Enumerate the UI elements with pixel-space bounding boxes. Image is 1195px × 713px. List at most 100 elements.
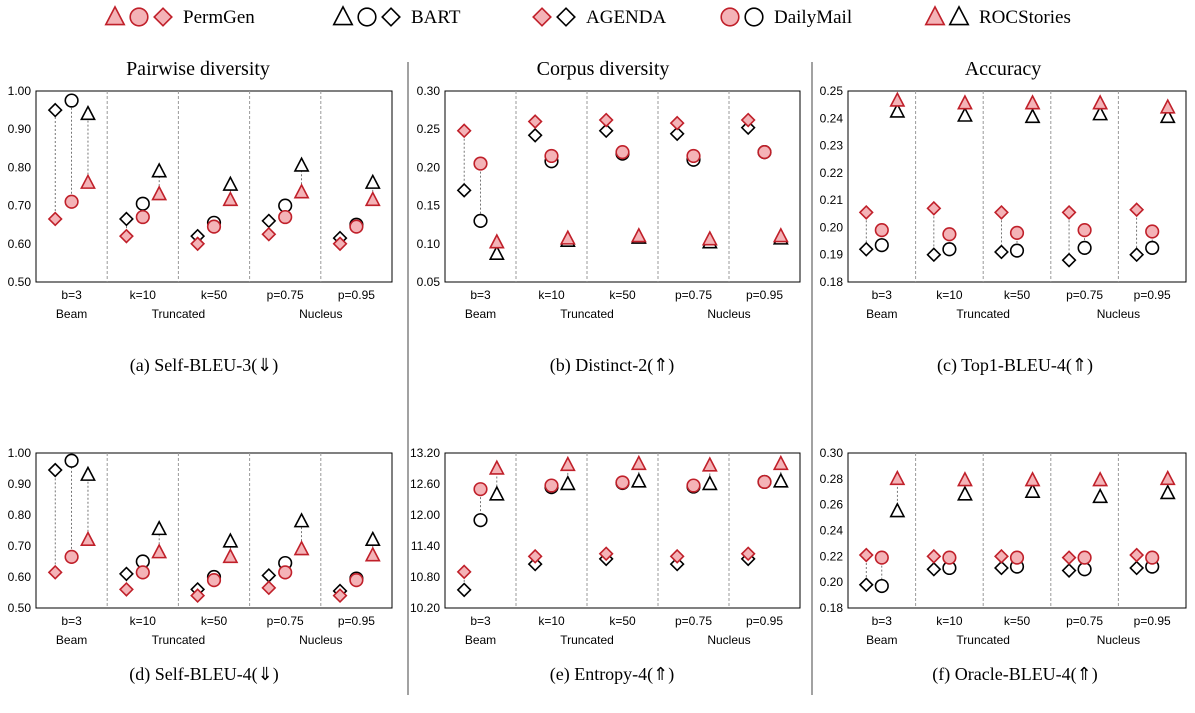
permgen-rocstories-point [1024,94,1041,110]
y-tick-label: 1.00 [8,446,32,460]
permgen-agenda-point [669,548,685,564]
permgen-agenda-point [118,581,134,597]
permgen-rocstories-point [222,190,239,207]
bart-rocstories-point [957,106,973,122]
x-tick-label: k=10 [538,614,565,628]
group-label: Beam [56,633,87,647]
permgen-rocstories-point [772,454,789,471]
permgen-dailymail-point [686,148,701,164]
y-tick-label: 12.00 [410,508,440,522]
permgen-rocstories-point [1159,98,1176,114]
x-tick-label: k=10 [936,614,963,628]
permgen-dailymail-point [473,156,488,171]
permgen-dailymail-point [349,219,364,234]
permgen-rocstories-point [559,455,576,472]
bart-rocstories-point [772,472,789,488]
bart-rocstories-point [701,475,718,491]
permgen-rocstories-point [364,190,381,207]
x-tick-label: p=0.95 [746,614,783,628]
y-tick-label: 0.80 [8,508,32,522]
bart-rocstories-point [1092,487,1109,504]
group-label: Nucleus [1097,307,1140,321]
permgen-dailymail-point [874,223,889,238]
bart-rocstories-point [293,512,310,528]
x-tick-label: p=0.95 [1134,614,1171,628]
group-label: Beam [56,307,87,321]
y-tick-label: 0.50 [8,601,32,615]
y-tick-label: 0.26 [820,498,844,512]
column-title: Accuracy [965,58,1042,80]
y-tick-label: 12.60 [410,477,440,491]
permgen-dailymail-point [757,145,772,160]
legend-triangle-icon [104,5,126,26]
panel-caption: (a) Self-BLEU-3(⇓) [130,355,279,376]
x-tick-label: p=0.75 [675,288,712,302]
bart-rocstories-point [1159,484,1176,500]
bart-agenda-point [456,182,472,198]
bart-agenda-point [669,126,685,142]
plot-frame [847,90,1187,283]
legend-circle-icon [357,7,377,27]
group-label: Nucleus [1097,633,1140,647]
x-tick-label: k=50 [201,288,228,302]
legend-label: DailyMail [774,7,852,28]
x-tick-label: b=3 [872,614,893,628]
y-tick-label: 13.20 [410,446,440,460]
permgen-agenda-point [456,123,472,139]
group-label: Truncated [956,633,1010,647]
permgen-agenda-point [926,200,942,216]
x-tick-label: k=50 [609,614,636,628]
column-title: Corpus diversity [537,58,670,80]
bart-agenda-point [1061,563,1077,578]
legend-triangle-icon [924,5,946,26]
plot-frame [847,452,1187,609]
legend-item: BART [332,5,461,28]
y-tick-label: 0.25 [417,122,441,136]
panel-caption: (e) Entropy-4(⇑) [550,664,675,685]
permgen-dailymail-point [544,148,559,164]
plot-frame [35,452,393,609]
panel-caption: (c) Top1-BLEU-4(⇑) [937,355,1093,376]
permgen-agenda-point [1129,547,1145,563]
permgen-rocstories-point [957,94,973,110]
plot-frame [35,90,393,283]
permgen-rocstories-point [1024,471,1041,487]
permgen-dailymail-point [206,572,222,588]
permgen-rocstories-point [889,469,906,486]
permgen-dailymail-point [278,565,293,580]
bart-agenda-point [858,241,874,257]
y-tick-label: 0.20 [820,220,844,234]
permgen-agenda-point [456,564,472,580]
permgen-rocstories-point [488,233,505,249]
y-tick-label: 0.24 [820,111,844,125]
legend-item: AGENDA [532,7,666,28]
bart-agenda-point [858,577,874,593]
y-tick-label: 11.40 [411,539,440,553]
y-tick-label: 0.80 [8,160,32,174]
permgen-dailymail-point [1009,225,1025,240]
bart-agenda-point [47,462,63,478]
y-tick-label: 0.28 [820,472,844,486]
group-label: Beam [465,307,496,321]
y-tick-label: 0.05 [417,275,441,289]
x-tick-label: p=0.75 [267,614,304,628]
permgen-dailymail-point [1077,223,1092,238]
bart-agenda-point [456,582,472,598]
group-label: Truncated [560,307,614,321]
permgen-dailymail-point [942,227,957,242]
bart-agenda-point [1129,247,1145,263]
bart-dailymail-point [1077,562,1092,577]
permgen-rocstories-point [80,530,96,547]
y-tick-label: 0.70 [8,199,32,213]
bart-agenda-point [261,568,277,583]
bart-dailymail-point [473,513,488,528]
permgen-dailymail-point [135,565,150,580]
permgen-rocstories-point [1092,94,1109,110]
legend-item: ROCStories [924,5,1071,28]
y-tick-label: 1.00 [8,84,32,98]
permgen-agenda-point [190,588,206,604]
group-label: Nucleus [299,307,342,321]
permgen-dailymail-point [64,549,79,564]
bart-rocstories-point [1024,107,1041,124]
permgen-agenda-point [527,548,543,564]
